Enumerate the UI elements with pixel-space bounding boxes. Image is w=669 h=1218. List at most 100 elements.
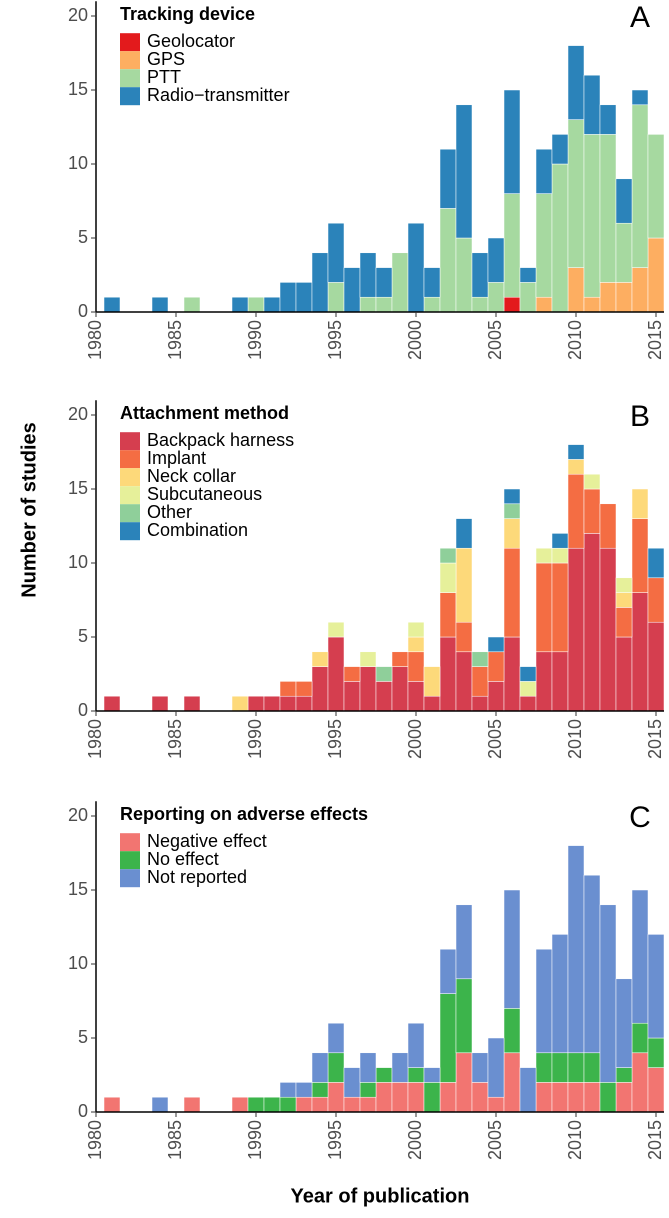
bar [407,651,425,682]
bar [519,267,537,283]
y-tick-label: 15 [68,879,88,899]
bar [407,681,425,712]
bar [311,1052,329,1083]
bar [615,607,633,638]
bar [487,237,505,283]
bar [551,562,569,653]
legend-swatch [120,69,140,88]
bar [471,1082,489,1113]
legend-title: Attachment method [120,403,289,423]
bar [519,282,537,313]
bar [471,666,489,697]
bar [407,1022,425,1068]
y-tick-label: 20 [68,5,88,25]
bar [583,473,601,490]
bar [327,1022,345,1054]
bar [183,1096,201,1113]
legend-label: Radio−transmitter [147,85,290,105]
bar [503,503,521,519]
bar [455,621,473,653]
bar [551,1082,569,1113]
legend-swatch [120,468,140,487]
bar [487,1037,505,1098]
bar [231,296,249,313]
x-tick-label: 1985 [165,719,185,759]
bar [631,1052,649,1113]
x-tick-label: 1990 [245,1120,265,1160]
bar [295,1096,313,1113]
bar [615,1067,633,1083]
bar [327,1052,345,1083]
y-tick-label: 0 [78,1101,88,1121]
bar [631,889,649,1024]
bar [631,518,649,593]
bar [471,296,489,313]
bar [407,1067,425,1083]
bar [343,1067,361,1098]
bar [311,666,329,712]
bar [327,621,345,638]
bar [471,651,489,667]
bar [279,681,297,697]
legend-label: Negative effect [147,831,267,851]
bar [439,562,457,593]
bar [551,547,569,564]
bar [391,666,409,712]
bar [487,1096,505,1113]
bar [407,1082,425,1113]
bar [103,695,121,712]
bar [295,282,313,313]
bar [151,296,169,313]
bar [103,1096,121,1113]
bar [599,1082,617,1113]
bar [599,904,617,1083]
bar [375,1067,393,1083]
x-tick-label: 2010 [565,320,585,360]
bar [551,651,569,712]
y-tick-label: 10 [68,953,88,973]
legend-swatch [120,833,140,852]
bar [311,651,329,667]
bar [407,636,425,653]
bar [519,1067,537,1113]
bar [535,651,553,712]
bar [535,1052,553,1083]
bar [359,651,377,667]
bar [327,636,345,712]
x-tick-label: 2015 [645,1120,665,1160]
legend-swatch [120,486,140,505]
bar [423,695,441,712]
bar [423,267,441,298]
bar [583,488,601,534]
legend-label: Subcutaneous [147,484,262,504]
legend-label: GPS [147,49,185,69]
bar [647,134,665,239]
bar [247,695,265,712]
bar [503,518,521,549]
y-tick-label: 5 [78,626,88,646]
x-tick-label: 2000 [405,320,425,360]
bar [551,1052,569,1083]
y-tick-label: 15 [68,478,88,498]
bar [631,267,649,313]
bar [503,1008,521,1054]
y-tick-label: 5 [78,227,88,247]
bar [103,296,121,313]
bar [647,934,665,1039]
bar [503,1052,521,1113]
bar [343,267,361,313]
bar [359,1082,377,1098]
bar [455,978,473,1054]
legend-swatch [120,51,140,70]
bar [295,695,313,712]
bar [439,1082,457,1113]
bar [503,89,521,194]
bar [487,636,505,653]
bar [471,1052,489,1083]
bar [647,547,665,579]
bar [455,104,473,239]
legend-swatch [120,851,140,870]
x-tick-label: 1985 [165,1120,185,1160]
legend-label: Combination [147,520,248,540]
bar [231,1096,249,1113]
